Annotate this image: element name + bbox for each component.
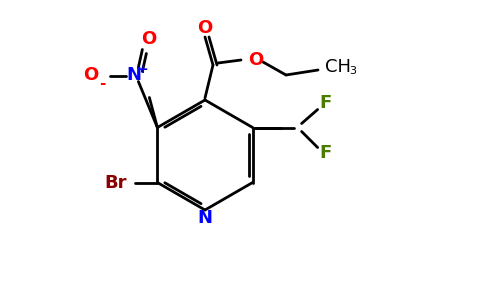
Text: O: O (197, 19, 212, 37)
Text: Br: Br (104, 173, 127, 191)
Text: O: O (248, 51, 264, 69)
Text: CH: CH (325, 58, 351, 76)
Text: +: + (138, 63, 149, 76)
Text: O: O (141, 31, 156, 49)
Text: 3: 3 (349, 66, 357, 76)
Text: -: - (99, 76, 106, 91)
Text: F: F (319, 94, 332, 112)
Text: O: O (83, 67, 98, 85)
Text: N: N (127, 67, 142, 85)
Text: F: F (319, 145, 332, 163)
Text: N: N (197, 209, 212, 227)
